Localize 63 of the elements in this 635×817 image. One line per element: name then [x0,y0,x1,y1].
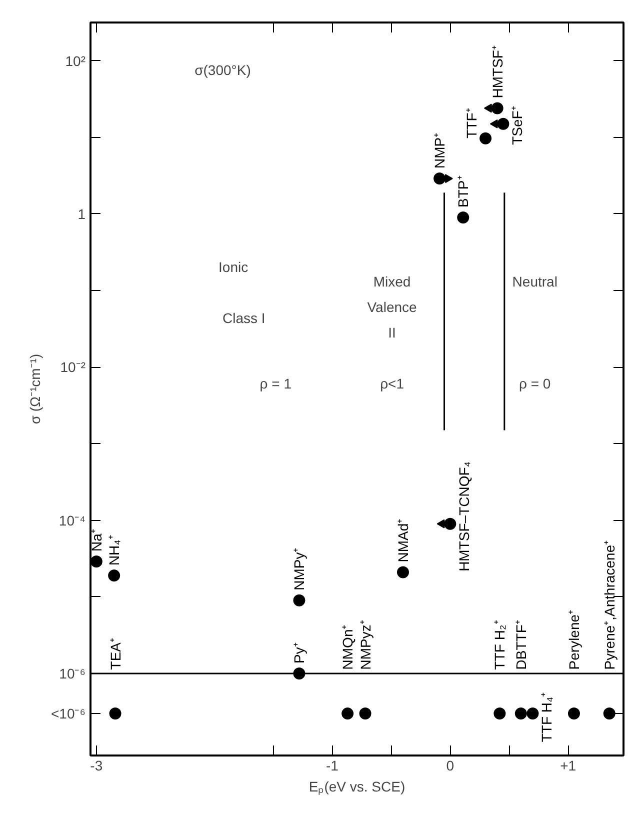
annotation: σ(300°K) [194,62,251,78]
annotation: Mixed [373,274,411,290]
data-label: DBTTF⁺ [512,620,529,670]
point [293,594,306,606]
point [444,518,456,530]
point [568,708,580,720]
point [342,708,354,720]
point [359,708,372,720]
annotation: Ionic [218,259,248,276]
x-tick-label: -3 [90,758,103,774]
y-tick-label: 10⁻⁴ [58,512,86,528]
data-label: NMPy⁺ [291,547,308,590]
y-tick-label: 10² [65,52,86,69]
point [90,556,102,568]
data-label: NMQn⁺ [340,624,356,670]
data-label: BTP⁺ [455,175,472,208]
annotation: Valence [367,299,418,316]
annotation: Class I [222,310,266,326]
data-label: TTF⁺ [464,108,480,138]
x-tick-label: 0 [446,758,454,774]
data-label: NMAd⁺ [394,518,411,562]
point [109,708,122,720]
data-label: Na⁺ [88,528,104,552]
point [108,570,120,582]
point [444,174,453,184]
annotation: Neutral [512,274,558,290]
point [603,708,616,720]
annotation: II [388,324,396,341]
data-label: NH₄⁺ [106,534,122,566]
data-label: HMTSF–TCNQF₄ [456,461,472,572]
data-label: Py⁺ [291,642,308,664]
annotation: ρ = 1 [260,376,292,392]
data-label: Perylene⁺ [566,609,582,670]
data-label: NMP⁺ [432,132,448,169]
point [490,119,498,128]
y-axis-title: σ (Ω⁻¹cm⁻¹) [26,354,43,424]
point [497,118,510,130]
data-label: TSeF⁺ [509,106,526,145]
y-tick-label: 10⁻⁶ [59,666,86,682]
x-tick-label: -1 [326,758,339,774]
data-label: HMTSF⁺ [489,45,506,98]
data-label: TTF H₄⁺ [538,692,555,742]
y-tick-label: <10⁻⁶ [50,706,86,722]
point [491,102,504,114]
x-axis-title: Eₚ(eV vs. SCE) [308,778,406,796]
point [396,566,409,578]
y-tick-label: 10⁻² [60,359,86,376]
data-label: NMPyz⁺ [357,620,374,670]
x-tick-label: +1 [560,758,576,774]
data-label: TEA⁺ [107,637,124,670]
point [484,104,492,113]
y-tick-label: 1 [78,206,86,222]
point [434,172,446,185]
data-label: TTF H₂⁺ [492,620,508,670]
annotation: ρ<1 [380,376,404,392]
data-label: Pyrene⁺,Anthracene⁺ [601,540,618,670]
annotation: ρ = 0 [519,376,551,392]
point [436,519,445,528]
point [514,708,527,720]
point [457,211,470,224]
point [526,708,539,720]
point [480,132,492,144]
point [494,708,506,720]
